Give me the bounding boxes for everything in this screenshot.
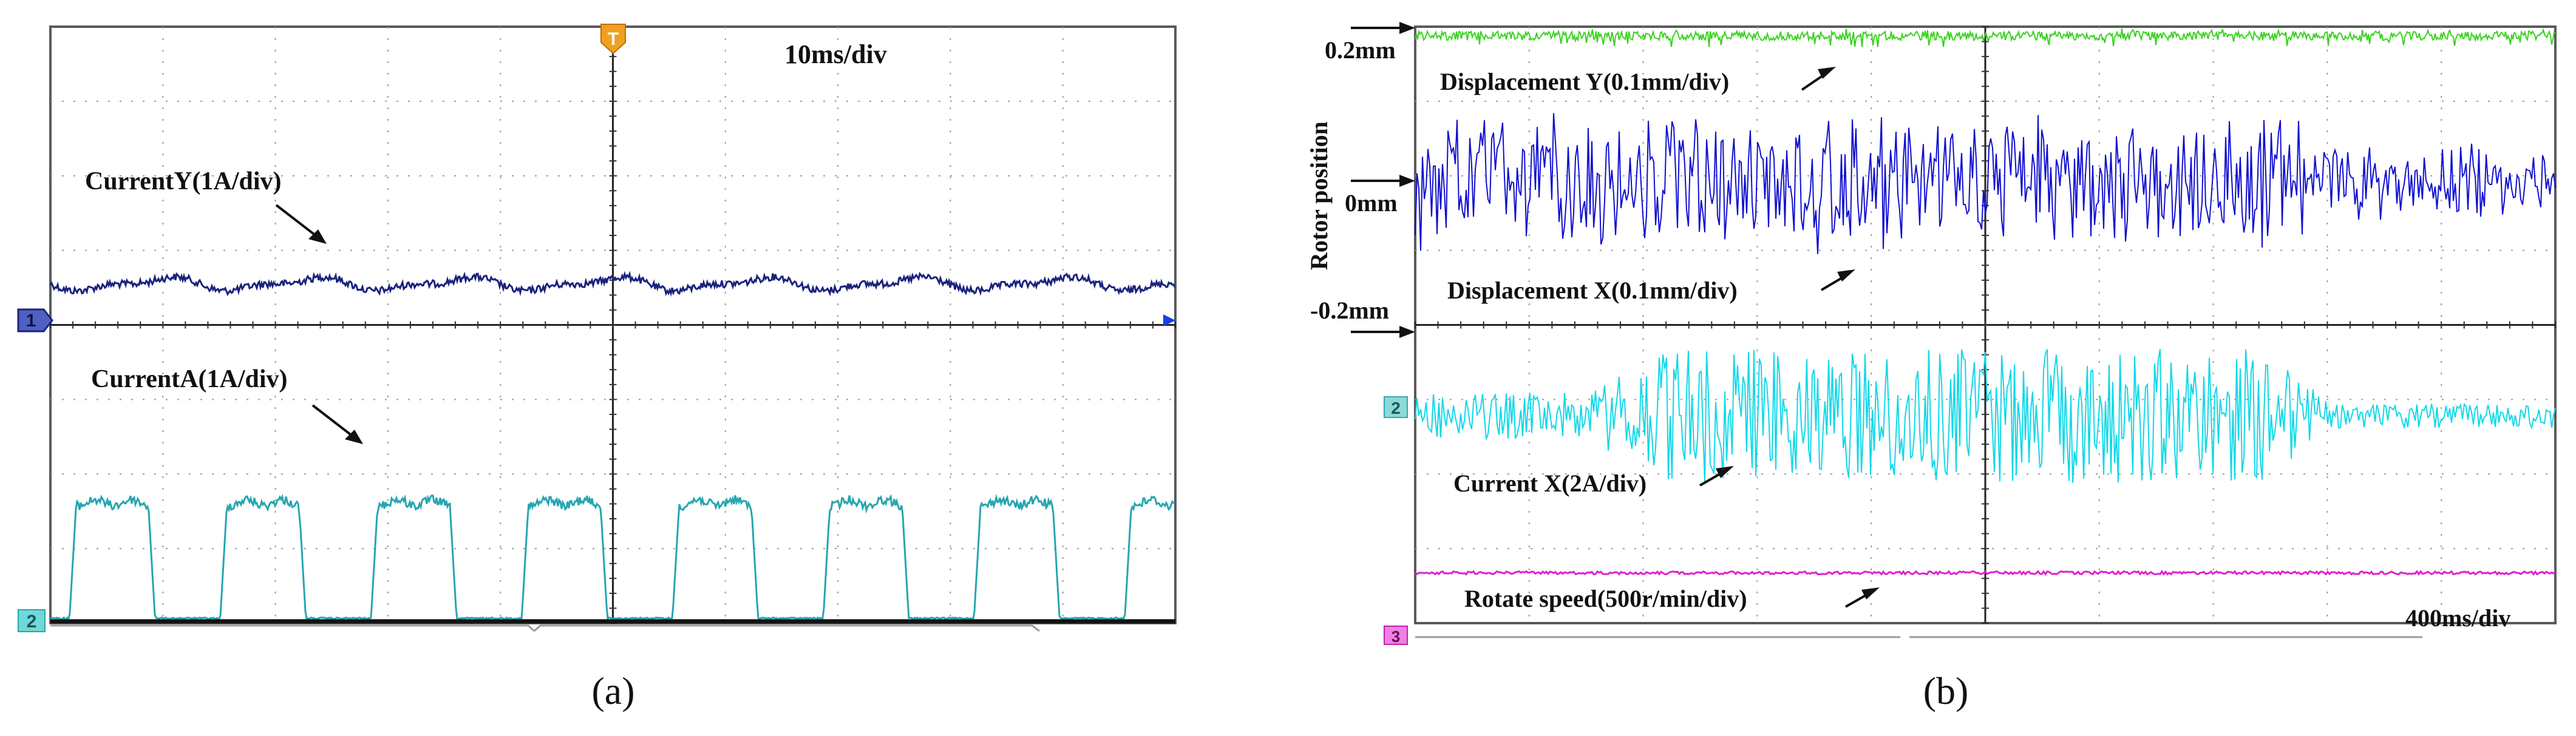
rotate-speed-trace bbox=[1414, 570, 2556, 576]
ref-arrow-0.2mm bbox=[1351, 22, 1415, 34]
current-x-annotation: Current X(2A/div) bbox=[1453, 470, 1647, 497]
current-x-trace bbox=[1415, 348, 2556, 483]
tick-minus-0.2mm: -0.2mm bbox=[1310, 297, 1389, 324]
currenta-trace bbox=[50, 493, 1175, 621]
channel-3-marker-b-label: 3 bbox=[1392, 627, 1400, 646]
channel-1-right-arrow bbox=[1163, 314, 1175, 326]
displacement-x-trace bbox=[1415, 113, 2556, 254]
channel-1-marker-label: 1 bbox=[26, 311, 36, 331]
displacement-x-arrowhead bbox=[1837, 269, 1855, 282]
tick-0mm: 0mm bbox=[1345, 189, 1398, 217]
currenty-trace bbox=[49, 271, 1176, 297]
channel-1-marker: 1 bbox=[17, 308, 53, 333]
currenta-annotation: CurrentA(1A/div) bbox=[91, 365, 288, 393]
currenty-annotation: CurrentY(1A/div) bbox=[85, 167, 282, 195]
panel-b-waveforms bbox=[1414, 28, 2556, 576]
rotate-speed-arrowhead bbox=[1861, 587, 1880, 599]
panel-a-grid bbox=[50, 26, 1176, 624]
channel-3-marker-b: 3 bbox=[1384, 626, 1408, 646]
channel-2-marker-label: 2 bbox=[27, 612, 37, 632]
channel-2-marker-b-label: 2 bbox=[1391, 399, 1401, 417]
currenta-annotation-arrowhead bbox=[345, 430, 363, 444]
ref-arrow-0mm bbox=[1351, 175, 1415, 187]
rotate-speed-annotation: Rotate speed(500r/min/div) bbox=[1464, 585, 1747, 612]
panel-a-timescale: 10ms/div bbox=[784, 39, 887, 69]
ref-arrow-minus-0.2mm bbox=[1351, 326, 1415, 338]
panel-b: 0.2mm 0mm -0.2mm Rotor position 2 3 Disp… bbox=[1305, 22, 2557, 712]
panel-a: T 1 2 10ms/div CurrentY(1A/div) CurrentA… bbox=[17, 24, 1177, 712]
displacement-y-arrowhead bbox=[1818, 67, 1836, 79]
currenta-annotation-arrow bbox=[311, 404, 356, 439]
displacement-x-annotation: Displacement X(0.1mm/div) bbox=[1447, 277, 1738, 304]
displacement-y-annotation: Displacement Y(0.1mm/div) bbox=[1440, 68, 1729, 95]
panel-b-timescale: 400ms/div bbox=[2405, 604, 2510, 632]
current-x-arrowhead bbox=[1716, 466, 1734, 478]
tick-0.2mm: 0.2mm bbox=[1325, 36, 1396, 64]
channel-2-marker-b: 2 bbox=[1384, 396, 1408, 418]
trigger-marker-label: T bbox=[608, 29, 619, 49]
panel-a-footer-tab-right bbox=[533, 624, 1040, 632]
rotor-position-axis-label: Rotor position bbox=[1305, 121, 1333, 270]
panel-b-grid bbox=[1415, 26, 2556, 624]
trigger-marker: T bbox=[600, 24, 626, 55]
currenty-annotation-arrow bbox=[275, 204, 320, 239]
panel-a-label: (a) bbox=[591, 669, 634, 712]
panel-b-label: (b) bbox=[1923, 669, 1969, 712]
currenty-annotation-arrowhead bbox=[308, 229, 327, 244]
channel-2-marker: 2 bbox=[18, 609, 46, 632]
panel-a-waveforms bbox=[49, 271, 1176, 621]
displacement-y-trace bbox=[1415, 28, 2556, 47]
panel-a-footer-tab-left bbox=[50, 624, 535, 632]
